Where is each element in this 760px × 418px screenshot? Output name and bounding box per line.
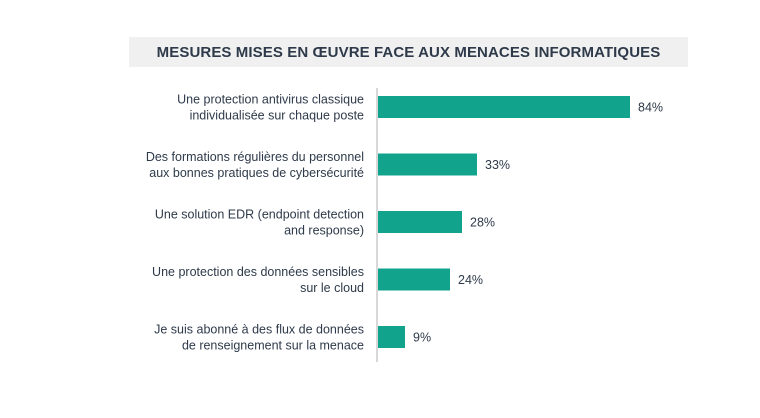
bar-3 (378, 211, 462, 233)
bar-4 (378, 268, 450, 291)
chart-title: MESURES MISES EN ŒUVRE FACE AUX MENACES … (156, 43, 661, 61)
category-label-line: aux bonnes pratiques de cybersécurité (149, 166, 364, 180)
category-label-1: Une protection antivirus classique indivi… (177, 93, 364, 123)
category-label-5: Je suis abonné à des flux de données de r… (154, 323, 364, 353)
category-label-line: individualisée sur chaque poste (190, 109, 364, 123)
category-labels-group: Une protection antivirus classique indivi… (146, 93, 364, 353)
value-labels-group: 84% 33% 28% 24% 9% (413, 101, 663, 345)
value-label-2: 33% (485, 158, 510, 172)
category-label-line: sur le cloud (300, 281, 364, 295)
category-label-3: Une solution EDR (endpoint detection and … (155, 208, 364, 238)
category-label-line: Une solution EDR (endpoint detection (155, 208, 364, 222)
chart-title-bar: MESURES MISES EN ŒUVRE FACE AUX MENACES … (129, 37, 688, 67)
bar-1 (378, 96, 630, 118)
value-label-4: 24% (458, 273, 483, 287)
category-label-2: Des formations régulières du personnel au… (146, 150, 364, 180)
value-label-5: 9% (413, 331, 431, 345)
bar-5 (378, 326, 405, 348)
category-label-line: Je suis abonné à des flux de données (154, 323, 364, 337)
bars-group (378, 96, 630, 348)
category-label-line: de renseignement sur la menace (182, 339, 364, 353)
category-label-line: Des formations régulières du personnel (146, 150, 364, 164)
category-label-line: Une protection des données sensibles (152, 265, 364, 279)
category-label-4: Une protection des données sensibles sur … (152, 265, 364, 295)
bar-2 (378, 153, 477, 176)
value-label-1: 84% (638, 101, 663, 115)
category-label-line: and response) (284, 224, 364, 238)
category-label-line: Une protection antivirus classique (177, 93, 364, 107)
value-label-3: 28% (470, 216, 495, 230)
